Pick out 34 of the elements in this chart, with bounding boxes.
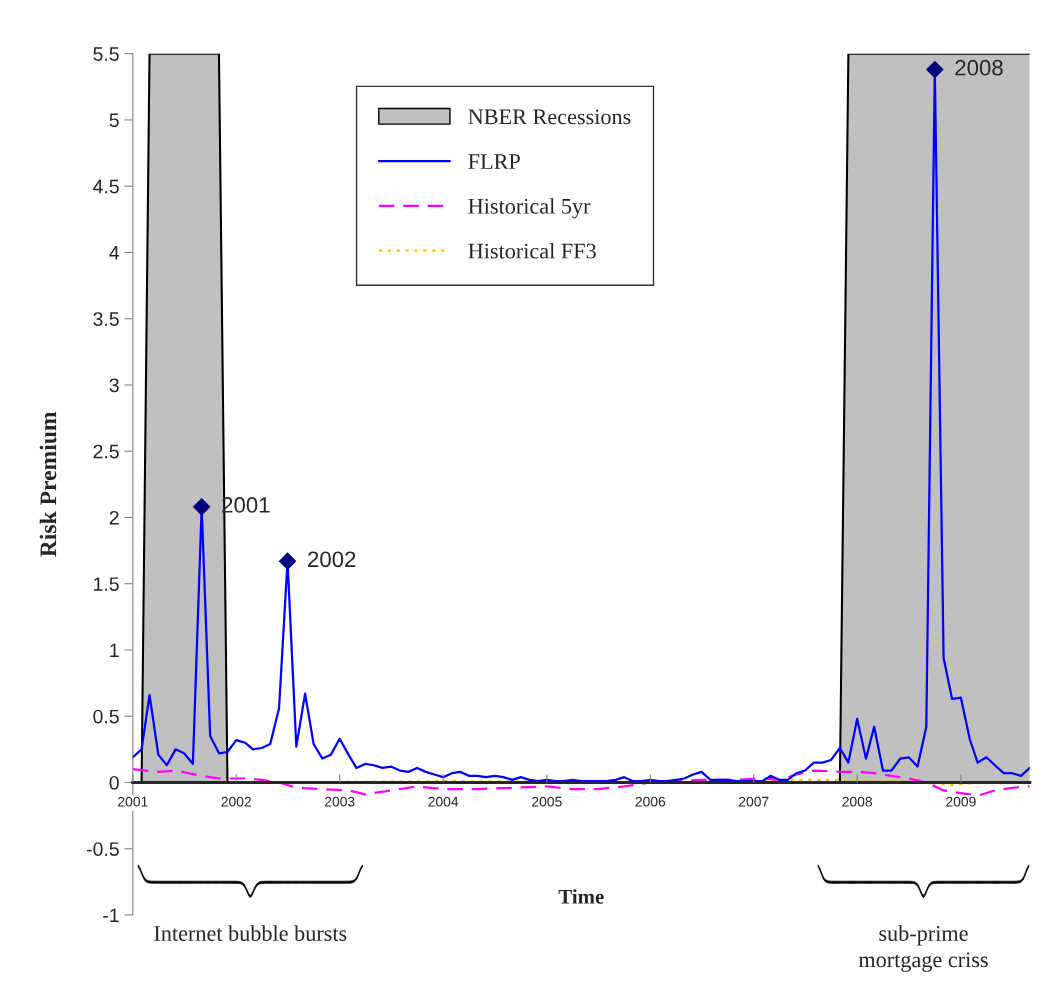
x-tick-label: 2004 (428, 796, 459, 807)
y-tick-label: 1 (110, 643, 119, 658)
x-tick-label: 2008 (842, 796, 873, 807)
y-tick-label: 1.5 (94, 577, 119, 591)
y-tick-label: 2.5 (93, 444, 119, 459)
y-tick-label: 4.5 (93, 179, 119, 194)
annotation: 2008 (955, 59, 1003, 76)
x-tick-label: 2003 (324, 796, 355, 807)
annotation: 2002 (308, 551, 356, 568)
y-tick-label: 5.5 (93, 47, 119, 61)
y-tick-label: 5 (109, 113, 119, 128)
x-axis-title: Time (558, 889, 604, 904)
text: Internet bubble bursts (154, 925, 347, 941)
y-tick-label: 2 (109, 510, 119, 525)
legend-label: Historical 5yr (468, 198, 591, 219)
legend-label: FLRP (468, 154, 520, 169)
y-axis-title: Risk Premium (39, 411, 57, 557)
y-tick-label: -1 (103, 908, 119, 923)
line-series (132, 768, 1030, 797)
y-tick-label: 0 (109, 775, 119, 790)
y-tick-label: 4 (109, 246, 120, 260)
legend-label: NBER Recessions (468, 109, 631, 125)
x-tick-label: 2006 (635, 796, 666, 807)
legend-label: Historical FF3 (468, 242, 596, 259)
x-tick-label: 2007 (738, 796, 769, 807)
x-tick-label: 2005 (532, 796, 562, 807)
x-tick-label: 2009 (946, 796, 976, 807)
x-tick-label: 2002 (221, 796, 251, 807)
text: sub-prime mortgage criss (858, 925, 988, 972)
y-tick-label: -0.5 (86, 842, 119, 856)
y-tick-label: 3.5 (93, 312, 119, 326)
y-tick-label: 0.5 (93, 709, 119, 724)
y-tick-label: 3 (109, 378, 119, 393)
x-tick-label: 2001 (118, 796, 148, 807)
